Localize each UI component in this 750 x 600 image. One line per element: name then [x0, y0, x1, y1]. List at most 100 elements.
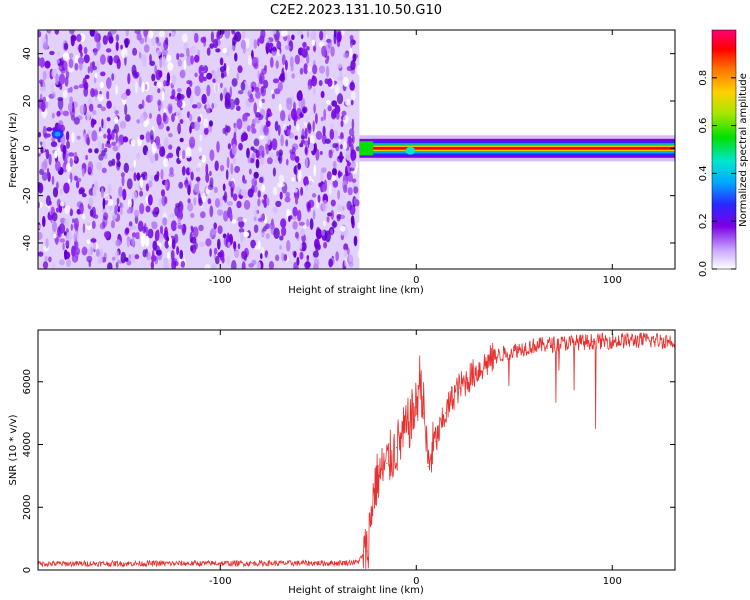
noise-speckle	[277, 156, 281, 162]
noise-speckle	[305, 156, 308, 169]
signal-start-patch	[359, 141, 374, 156]
noise-speckle	[52, 187, 59, 198]
noise-speckle	[312, 209, 316, 220]
noise-speckle	[325, 100, 331, 105]
noise-speckle	[287, 129, 291, 136]
noise-speckle	[194, 72, 198, 78]
noise-speckle	[209, 43, 215, 49]
noise-speckle	[42, 42, 49, 50]
noise-speckle	[134, 254, 140, 260]
noise-speckle	[69, 30, 75, 35]
noise-speckle	[293, 188, 298, 193]
noise-speckle	[203, 118, 209, 129]
noise-speckle	[55, 73, 59, 86]
snr-data-point	[513, 349, 515, 351]
heatmap-x-axis-label: Height of straight line (km)	[288, 285, 424, 296]
y-tick-label: 40	[22, 47, 33, 60]
noise-speckle	[209, 205, 214, 218]
noise-speckle	[319, 30, 324, 41]
noise-speckle	[271, 138, 278, 151]
noise-speckle	[115, 84, 118, 95]
noise-speckle	[217, 238, 221, 250]
noise-speckle	[108, 160, 113, 167]
noise-speckle	[233, 250, 240, 260]
noise-speckle	[255, 90, 261, 99]
noise-speckle	[206, 84, 211, 97]
noise-speckle	[198, 224, 204, 232]
noise-speckle	[67, 178, 71, 183]
noise-speckle	[250, 81, 257, 90]
noise-speckle	[138, 51, 142, 59]
snr-plot-area	[38, 332, 675, 570]
noise-speckle	[240, 231, 244, 243]
noise-speckle	[337, 76, 344, 81]
noise-speckle	[296, 123, 300, 132]
noise-speckle	[64, 205, 71, 215]
noise-speckle	[159, 57, 163, 68]
noise-speckle	[62, 89, 68, 99]
noise-speckle	[253, 171, 259, 179]
noise-speckle	[223, 210, 229, 222]
noise-speckle	[351, 118, 355, 130]
noise-speckle	[137, 220, 144, 232]
noise-speckle	[179, 137, 184, 143]
noise-speckle	[39, 141, 43, 146]
noise-speckle	[190, 225, 194, 231]
noise-speckle	[153, 207, 159, 213]
noise-speckle	[308, 199, 315, 208]
noise-speckle	[98, 130, 103, 137]
noise-speckle	[190, 212, 195, 219]
noise-speckle	[170, 249, 175, 261]
noise-speckle	[197, 162, 202, 168]
noise-speckle	[91, 220, 96, 229]
noise-speckle	[266, 133, 271, 146]
noise-speckle	[124, 103, 128, 116]
noise-speckle	[240, 39, 246, 50]
noise-speckle	[343, 52, 349, 59]
noise-speckle	[236, 72, 240, 81]
noise-speckle	[302, 41, 307, 48]
signal-patch	[405, 146, 416, 155]
noise-speckle	[319, 150, 323, 156]
noise-speckle	[265, 223, 270, 230]
noise-speckle	[343, 184, 348, 193]
noise-speckle	[214, 74, 221, 84]
noise-speckle	[274, 120, 279, 132]
noise-speckle	[92, 109, 97, 116]
noise-speckle	[177, 59, 183, 67]
noise-speckle	[46, 127, 53, 132]
noise-speckle	[243, 200, 251, 210]
noise-speckle	[254, 245, 259, 250]
noise-speckle	[338, 135, 345, 140]
noise-speckle	[121, 174, 125, 187]
noise-speckle	[261, 184, 266, 193]
snr-data-point	[454, 390, 457, 392]
noise-speckle	[250, 146, 255, 151]
noise-speckle	[129, 253, 136, 264]
noise-speckle	[99, 54, 106, 65]
noise-speckle	[281, 30, 288, 37]
noise-speckle	[189, 231, 193, 244]
noise-speckle	[305, 184, 309, 191]
noise-speckle	[121, 92, 128, 100]
y-tick-label: 4000	[22, 432, 33, 457]
noise-speckle	[321, 183, 327, 193]
y-tick-label: 0	[22, 567, 33, 573]
noise-speckle	[295, 156, 300, 163]
noise-speckle	[343, 243, 349, 251]
y-tick-label: -40	[22, 235, 33, 251]
noise-speckle	[38, 231, 43, 240]
noise-speckle	[194, 32, 199, 44]
noise-speckle	[258, 100, 263, 108]
noise-speckle	[136, 32, 142, 41]
noise-speckle	[191, 104, 198, 109]
noise-speckle	[249, 93, 254, 100]
noise-speckle	[322, 220, 327, 227]
noise-speckle	[163, 137, 169, 149]
noise-speckle	[345, 171, 349, 177]
noise-speckle	[348, 254, 353, 263]
noise-speckle	[304, 122, 308, 127]
noise-speckle	[110, 220, 116, 229]
noise-speckle	[39, 86, 47, 92]
noise-speckle	[276, 150, 279, 157]
